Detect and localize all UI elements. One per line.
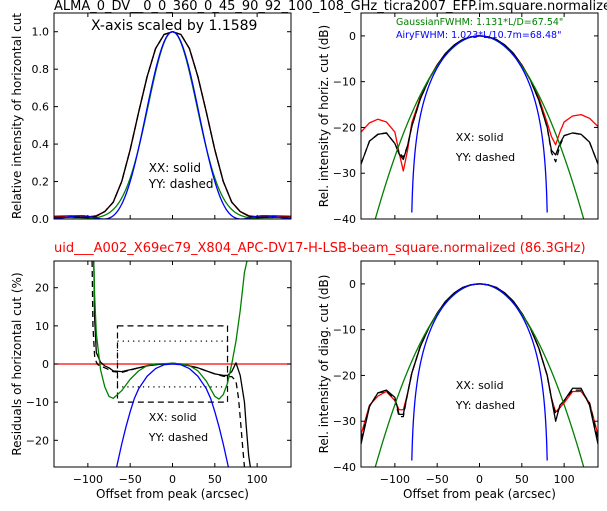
legend-xx: XX: solid: [456, 131, 504, 144]
x-tick-label: −50: [426, 473, 449, 486]
y-tick-label: 20: [35, 282, 49, 295]
series-blue-solid: [411, 35, 548, 213]
plot-background: [361, 13, 598, 219]
plot-area: [361, 283, 598, 467]
y-tick-label: −10: [333, 324, 356, 337]
x-axis-label: Offset from peak (arcsec): [403, 487, 556, 501]
scale-note: X-axis scaled by 1.1589: [91, 18, 257, 34]
y-tick-label: −20: [26, 434, 49, 447]
top-title: ALMA_0_DV__0_0_360_0_45_90_92_100_108_GH…: [54, 0, 607, 14]
plot-area: [54, 261, 291, 467]
y-tick-label: −10: [26, 396, 49, 409]
y-tick-label: 0.4: [32, 138, 50, 151]
series-blue-solid: [116, 363, 229, 467]
y-tick-label: 0.2: [32, 176, 50, 189]
x-tick-label: 0: [169, 473, 176, 486]
y-tick-label: −20: [333, 369, 356, 382]
panel-horizontal-db: −40 −30 −20 −10 0 Rel. intensity of horiz. cu…: [317, 12, 599, 226]
x-tick-label: 0: [476, 473, 483, 486]
y-tick-label: −10: [333, 76, 356, 89]
legend-yy: YY: dashed: [455, 151, 515, 164]
x-tick-label: 50: [515, 473, 529, 486]
y-axis-label: Rel. intensity of horiz. cut (dB): [317, 25, 331, 207]
y-tick-label: −30: [333, 415, 356, 428]
y-tick-label: −20: [333, 121, 356, 134]
x-tick-label: −50: [119, 473, 142, 486]
panel-horizontal-intensity: 0.0 0.2 0.4 0.6 0.8 1.0 Relative intensity of …: [10, 12, 292, 226]
y-axis-label: Rel. intensity of diag. cut (dB): [317, 275, 331, 454]
y-axis-label: Relative intensity of horizontal cut: [10, 13, 24, 219]
series-green-solid: [93, 261, 248, 400]
y-tick-label: 0: [42, 358, 49, 371]
legend-xx: XX: solid: [149, 161, 201, 175]
middle-title: uid___A002_X69ec79_X804_APC-DV17-H-LSB-b…: [54, 241, 586, 256]
y-tick-label: 10: [35, 320, 49, 333]
plot-background: [54, 13, 291, 219]
y-tick-label: 0.6: [32, 101, 50, 114]
gaussian-fwhm-note: GaussianFWHM: 1.131*L/D=67.54": [396, 17, 563, 28]
legend-yy: YY: dashed: [455, 399, 515, 412]
x-tick-label: 100: [554, 473, 575, 486]
y-tick-label: 0: [349, 278, 356, 291]
x-tick-label: 100: [247, 473, 268, 486]
x-tick-label: −100: [73, 473, 103, 486]
x-tick-label: −100: [380, 473, 410, 486]
plot-background: [361, 261, 598, 467]
dashed-limit-box: [116, 325, 229, 403]
legend-yy: YY: dashed: [148, 431, 208, 444]
series-black-dashed: [54, 31, 291, 219]
x-axis-label: Offset from peak (arcsec): [96, 487, 249, 501]
airy-fwhm-note: AiryFWHM: 1.023*L/10.7m=68.48": [396, 30, 561, 41]
series-blue-solid: [54, 31, 291, 219]
legend-xx: XX: solid: [456, 379, 504, 392]
plot-area: [54, 31, 291, 219]
series-black-dashed: [361, 35, 598, 165]
y-axis-label: Residuals of horizontal cut (%): [10, 272, 24, 455]
y-tick-label: 0: [349, 30, 356, 43]
legend-yy: YY: dashed: [148, 177, 214, 191]
legend-xx: XX: solid: [149, 411, 197, 424]
y-tick-label: 1.0: [32, 26, 50, 39]
series-blue-solid: [411, 283, 548, 461]
y-tick-label: 0.0: [32, 213, 50, 226]
y-tick-label: −40: [333, 461, 356, 474]
x-tick-label: 50: [208, 473, 222, 486]
plot-area: [361, 35, 598, 219]
y-tick-label: 0.8: [32, 63, 50, 76]
y-tick-label: −30: [333, 167, 356, 180]
y-tick-label: −40: [333, 213, 356, 226]
